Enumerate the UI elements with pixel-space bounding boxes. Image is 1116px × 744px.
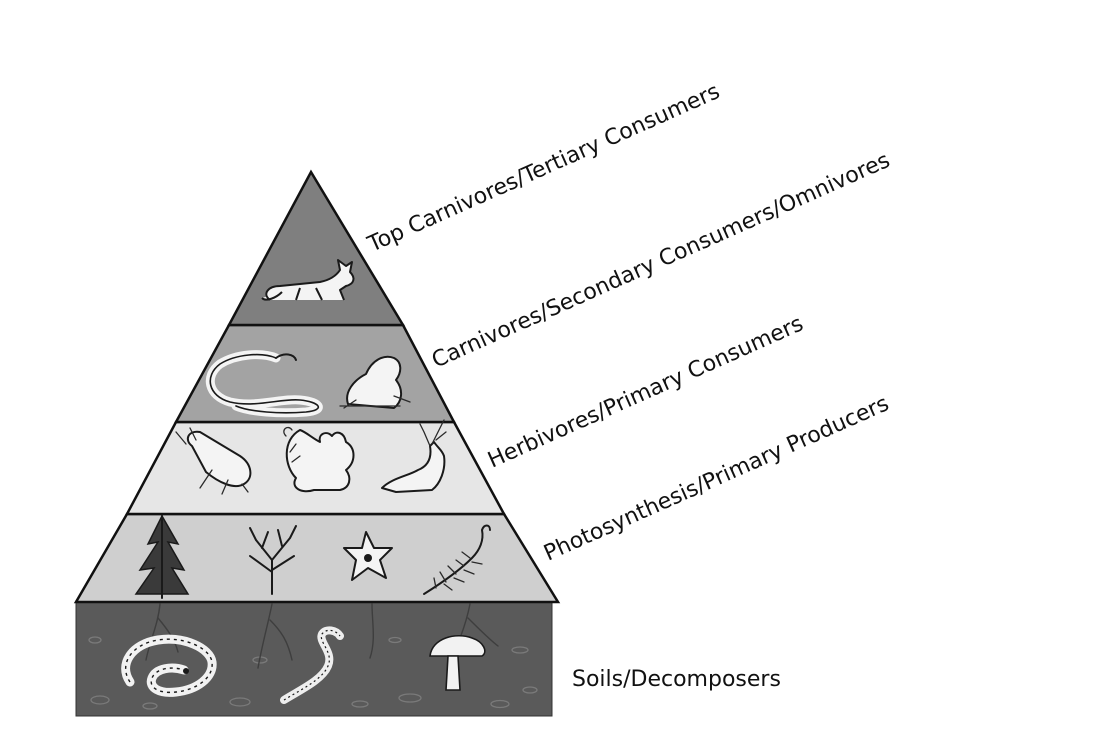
millipede-icon — [121, 634, 217, 697]
mushroom-icon — [429, 634, 486, 691]
snake-icon — [205, 350, 323, 418]
soil-band — [75, 601, 553, 717]
label-tertiary-consumers: Top Carnivores/Tertiary Consumers — [363, 79, 723, 258]
beetle-icon — [175, 427, 252, 495]
flower-icon — [343, 531, 393, 581]
squirrel-icon — [283, 426, 355, 493]
conifer-icon — [134, 514, 190, 599]
fern-icon — [423, 524, 491, 595]
fox-icon — [261, 259, 355, 301]
deer-icon — [381, 419, 447, 493]
worm-icon — [280, 626, 344, 704]
bare-tree-icon — [249, 525, 297, 595]
label-decomposers: Soils/Decomposers — [572, 667, 781, 692]
frog-icon — [339, 355, 411, 409]
